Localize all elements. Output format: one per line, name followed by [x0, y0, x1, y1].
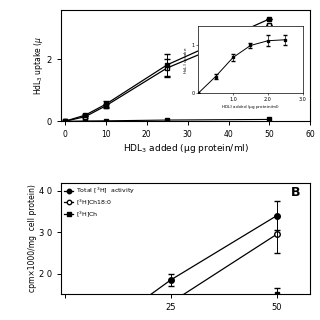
- Line: [$^3$H]Ch18:0: [$^3$H]Ch18:0: [62, 232, 279, 320]
- X-axis label: HDL$_3$ added (μg protein/ml): HDL$_3$ added (μg protein/ml): [123, 142, 249, 155]
- [$^3$H]Ch18:0: [169, 301, 173, 305]
- Y-axis label: cpm×1000/mg  cell protein): cpm×1000/mg cell protein): [28, 185, 37, 292]
- Legend: Total [$^3$H]  activity, [$^3$H]Ch18:0, [$^3$H]Ch: Total [$^3$H] activity, [$^3$H]Ch18:0, […: [63, 185, 136, 220]
- Line: Total [$^3$H]  activity: Total [$^3$H] activity: [62, 213, 279, 320]
- [$^3$H]Ch: [275, 292, 278, 296]
- Line: [$^3$H]Ch: [$^3$H]Ch: [63, 292, 279, 320]
- Total [$^3$H]  activity: [275, 214, 278, 218]
- Y-axis label: HdL$_3$ uptake ($\mu$: HdL$_3$ uptake ($\mu$: [32, 36, 45, 95]
- Text: B: B: [291, 186, 300, 199]
- [$^3$H]Ch18:0: [275, 233, 278, 236]
- Total [$^3$H]  activity: [169, 278, 173, 282]
